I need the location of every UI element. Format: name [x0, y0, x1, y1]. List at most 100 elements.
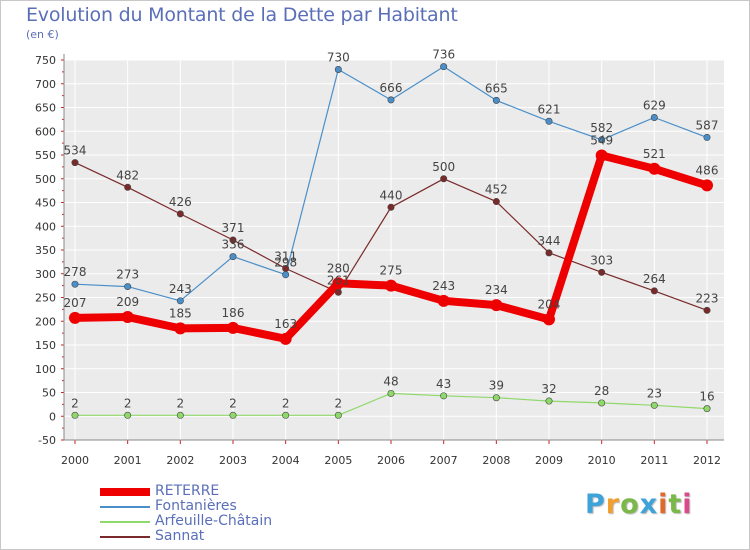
legend-label: Fontanières	[155, 498, 237, 514]
x-tick-label: 2007	[430, 454, 458, 467]
data-point	[492, 96, 500, 104]
axes	[61, 54, 724, 444]
data-label: 500	[432, 160, 455, 174]
legend-swatch	[100, 521, 150, 523]
data-point	[545, 249, 553, 257]
data-point	[650, 113, 658, 121]
y-tick-label: 100	[35, 363, 56, 376]
data-point	[387, 96, 395, 104]
y-tick-label: 0	[49, 410, 56, 423]
data-point	[545, 117, 553, 125]
data-label: 736	[432, 48, 455, 62]
x-tick-label: 2003	[219, 454, 247, 467]
data-label: 440	[380, 188, 403, 202]
y-tick-label: 450	[35, 197, 56, 210]
data-label: 185	[169, 306, 192, 320]
data-label: 204	[538, 297, 561, 311]
data-labels: 5344824263713112614405004523443032642232…	[64, 48, 719, 411]
data-point	[648, 162, 661, 175]
data-point	[176, 297, 184, 305]
data-point	[545, 397, 553, 405]
data-point	[440, 175, 448, 183]
data-point	[334, 288, 342, 296]
logo-letter: o	[620, 489, 640, 520]
data-label: 243	[169, 282, 192, 296]
data-label: 207	[64, 296, 87, 310]
y-tick-label: 700	[35, 78, 56, 91]
data-point	[701, 179, 713, 192]
data-label: 730	[327, 51, 350, 65]
data-label: 186	[222, 306, 245, 320]
data-point	[282, 271, 290, 279]
data-point	[595, 149, 608, 162]
chart-title: Evolution du Montant de la Dette par Hab…	[26, 4, 458, 26]
data-point	[650, 401, 658, 409]
data-label: 426	[169, 195, 192, 209]
data-point	[176, 210, 184, 218]
data-label: 264	[643, 272, 666, 286]
data-label: 621	[538, 102, 561, 116]
legend-label: RETERRE	[155, 483, 220, 499]
legend-swatch	[100, 488, 150, 496]
x-tick-label: 2004	[272, 454, 300, 467]
logo-letter: P	[585, 489, 606, 520]
data-label: 665	[485, 81, 508, 95]
y-tick-label: 350	[35, 244, 56, 257]
data-label: 278	[64, 265, 87, 279]
data-label: 298	[274, 256, 297, 270]
unit-label: (en €)	[26, 28, 59, 41]
y-tick-label: 650	[35, 102, 56, 115]
proxiti-logo: Proxiti	[585, 489, 693, 520]
data-point	[229, 411, 237, 419]
data-label: 48	[383, 374, 398, 388]
data-point	[598, 136, 606, 144]
y-tick-label: 50	[42, 387, 56, 400]
logo-letter: i	[682, 489, 693, 520]
data-label: 223	[696, 291, 719, 305]
data-point	[387, 389, 395, 397]
data-label: 482	[116, 168, 139, 182]
data-point	[229, 236, 237, 244]
data-point	[71, 411, 79, 419]
x-tick-label: 2000	[61, 454, 89, 467]
data-point	[703, 405, 711, 413]
data-label: 32	[541, 382, 556, 396]
y-tick-label: 600	[35, 125, 56, 138]
x-tick-label: 2001	[114, 454, 142, 467]
data-label: 2	[335, 396, 343, 410]
data-label: 311	[274, 250, 297, 264]
legend-label: Arfeuille-Châtain	[155, 513, 273, 529]
data-label: 371	[222, 221, 245, 235]
data-point	[437, 294, 450, 307]
data-point	[490, 299, 503, 312]
data-label: 452	[485, 183, 508, 197]
data-label: 2	[177, 396, 185, 410]
data-point	[124, 411, 132, 419]
data-label: 280	[327, 261, 350, 275]
data-point	[71, 280, 79, 288]
data-point	[598, 399, 606, 407]
data-label: 303	[590, 253, 613, 267]
data-point	[71, 159, 79, 167]
data-label: 534	[64, 144, 87, 158]
data-point	[385, 279, 397, 292]
legend-item-reterre: RETERRE	[100, 483, 360, 499]
data-label: 582	[590, 121, 613, 135]
data-label: 39	[489, 379, 504, 393]
y-tick-label: 550	[35, 149, 56, 162]
data-point	[703, 306, 711, 314]
y-tick-label: 300	[35, 268, 56, 281]
data-label: 666	[380, 81, 403, 95]
legend-item-fontanieres: Fontanières	[100, 498, 360, 514]
data-label: 261	[327, 273, 350, 287]
x-tick-label: 2005	[324, 454, 352, 467]
y-tick-label: 150	[35, 339, 56, 352]
logo-letter: r	[605, 489, 621, 520]
x-tick-label: 2002	[166, 454, 194, 467]
x-tick-label: 2012	[693, 454, 721, 467]
data-label: 2	[71, 396, 79, 410]
x-tick-label: 2008	[482, 454, 510, 467]
y-tick-label: 750	[35, 54, 56, 67]
data-point	[598, 268, 606, 276]
data-point	[492, 394, 500, 402]
